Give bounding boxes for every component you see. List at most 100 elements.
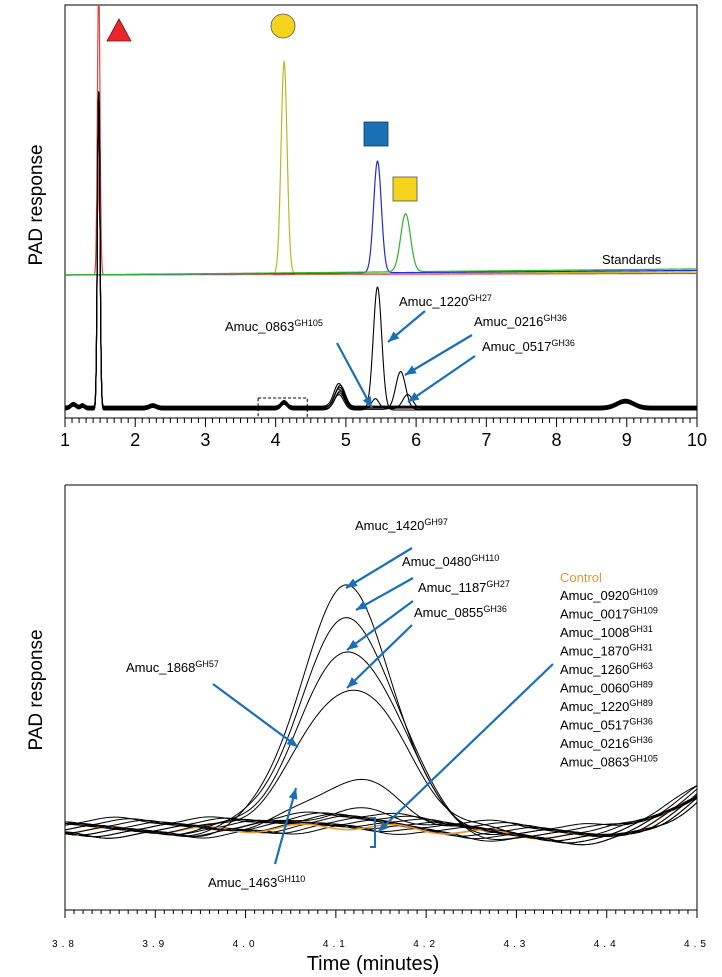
arrow-Amuc_0863 (336, 342, 373, 409)
legend-entry-Amuc_0060: Amuc_0060GH89 (560, 680, 653, 696)
top-x-tick-label: 9 (622, 430, 632, 450)
arrow-Amuc_0216-head (405, 365, 417, 375)
top-x-tick-label: 2 (130, 430, 140, 450)
arrow-Amuc_1187-head (347, 639, 359, 650)
peak-trace-Amuc_0855 (65, 689, 697, 840)
arrow-Amuc_0480-head (356, 600, 368, 610)
arrow-Amuc_1868 (212, 683, 299, 748)
bottom-x-tick-label: 4.3 (503, 939, 529, 950)
arrow-Amuc_1187-shaft (346, 600, 414, 651)
arrow-Amuc_0855 (346, 624, 413, 689)
bottom-x-axis-label: Time (minutes) (307, 953, 440, 975)
arrow-control-group-shaft (377, 663, 554, 833)
bottom-x-tick-label: 4.5 (684, 939, 710, 950)
arrow-Amuc_0216 (404, 334, 473, 376)
legend-entry-Amuc_1220: Amuc_1220GH89 (560, 698, 653, 714)
legend: Control Amuc_0920GH109 Amuc_0017GH109 Amuc_… (560, 570, 658, 770)
label-Amuc_0480: Amuc_0480GH110 (402, 553, 499, 569)
bottom-x-tick-label: 3.8 (52, 939, 78, 950)
sample-trace-none-c (65, 91, 697, 407)
arrow-Amuc_1420-head (346, 578, 358, 588)
standard-trace-yellow-square (65, 213, 697, 276)
label-Amuc_0855: Amuc_0855GH36 (414, 604, 507, 620)
arrow-Amuc_1420 (345, 547, 413, 589)
flat-trace (65, 785, 697, 830)
label-Amuc_0863: Amuc_0863GH105 (225, 318, 323, 334)
arrow-Amuc_1187 (346, 600, 414, 651)
legend-entry-Amuc_0920: Amuc_0920GH109 (560, 587, 658, 603)
flat-trace (65, 785, 697, 832)
arrow-Amuc_1868-shaft (212, 683, 299, 748)
legend-entry-Amuc_1870: Amuc_1870GH31 (560, 643, 653, 659)
arrow-Amuc_0863-head (362, 396, 372, 408)
legend-entry-Amuc_0863: Amuc_0863GH105 (560, 754, 658, 770)
sample-trace-none-b (65, 91, 697, 408)
top-x-tick-label: 10 (687, 430, 707, 450)
bottom-plot-area (65, 584, 697, 846)
label-Amuc_1463: Amuc_1463GH110 (208, 874, 305, 890)
top-x-tick-label: 5 (341, 430, 351, 450)
red-triangle-marker (106, 18, 132, 42)
standards-label: Standards (602, 252, 662, 267)
top-x-tick-label: 8 (552, 430, 562, 450)
bottom-x-tick-label: 4.4 (594, 939, 620, 950)
top-x-tick-label: 1 (60, 430, 70, 450)
control-bracket (370, 817, 376, 848)
top-x-tick-label: 7 (481, 430, 491, 450)
sample-trace-Amuc_0216 (65, 94, 697, 410)
arrow-Amuc_1463 (273, 787, 298, 865)
bottom-x-tick-label: 3.9 (142, 939, 168, 950)
legend-title: Control (560, 570, 602, 585)
legend-entry-Amuc_1008: Amuc_1008GH31 (560, 624, 653, 640)
arrow-Amuc_1420-shaft (345, 547, 413, 589)
top-y-axis-label: PAD response (26, 144, 47, 265)
top-x-tick-label: 4 (271, 430, 281, 450)
yellow-square-marker (392, 176, 418, 202)
arrow-Amuc_0480 (355, 577, 414, 611)
legend-entry-Amuc_1260: Amuc_1260GH63 (560, 661, 653, 677)
standard-trace-yellow-circle (65, 59, 697, 276)
arrow-Amuc_1463-shaft (273, 787, 298, 865)
arrow-control-group-head (378, 821, 390, 832)
arrow-Amuc_0216-shaft (404, 334, 473, 376)
arrow-Amuc_1463-head (288, 788, 298, 800)
top-x-tick-label: 3 (200, 430, 210, 450)
top-x-axis: 1 2 3 4 5 6 7 8 9 10 (60, 418, 707, 450)
arrow-Amuc_1220-head (388, 331, 400, 342)
arrow-Amuc_0517-head (408, 392, 420, 402)
sample-trace-Amuc_0863 (65, 93, 697, 409)
label-Amuc_1187: Amuc_1187GH27 (418, 579, 510, 595)
peak-trace-Amuc_1868 (65, 778, 697, 838)
legend-entry-Amuc_0216: Amuc_0216GH36 (560, 735, 653, 751)
bottom-y-axis-label: PAD response (26, 629, 47, 750)
bottom-x-tick-label: 4.2 (413, 939, 439, 950)
bottom-x-tick-label: 4.0 (233, 939, 259, 950)
top-plot-frame (64, 4, 698, 419)
top-plot-area (65, 5, 697, 411)
arrow-Amuc_1220 (387, 310, 426, 343)
arrow-Amuc_1868-head (286, 736, 298, 747)
arrow-Amuc_0863-shaft (336, 342, 373, 409)
blue-square-marker (363, 121, 389, 147)
peak-trace-Amuc_1420 (65, 584, 697, 846)
label-Amuc_1420: Amuc_1420GH97 (355, 517, 448, 533)
label-Amuc_0517: Amuc_0517GH36 (482, 338, 575, 354)
bottom-x-axis: 3.8 3.9 4.0 4.1 4.2 4.3 4.4 4.5 (52, 909, 710, 950)
arrow-Amuc_0517-shaft (407, 355, 476, 403)
sample-trace-Amuc_0517 (65, 93, 697, 410)
label-Amuc_1220: Amuc_1220GH27 (399, 293, 492, 309)
label-Amuc_1868: Amuc_1868GH57 (126, 659, 219, 675)
sample-trace-Amuc_1220 (65, 94, 697, 411)
arrow-control-group (377, 663, 554, 833)
legend-entry-Amuc_0517: Amuc_0517GH36 (560, 717, 653, 733)
arrow-Amuc_0855-shaft (346, 624, 413, 689)
legend-entry-Amuc_0017: Amuc_0017GH109 (560, 606, 658, 622)
arrow-Amuc_0855-head (347, 677, 359, 688)
top-x-tick-label: 6 (411, 430, 421, 450)
peak-trace-Amuc_1463 (65, 796, 697, 837)
sample-trace-none-a (65, 92, 697, 409)
label-Amuc_0216: Amuc_0216GH36 (474, 313, 567, 329)
arrow-Amuc_0517 (407, 355, 476, 403)
yellow-circle-marker (270, 13, 296, 39)
